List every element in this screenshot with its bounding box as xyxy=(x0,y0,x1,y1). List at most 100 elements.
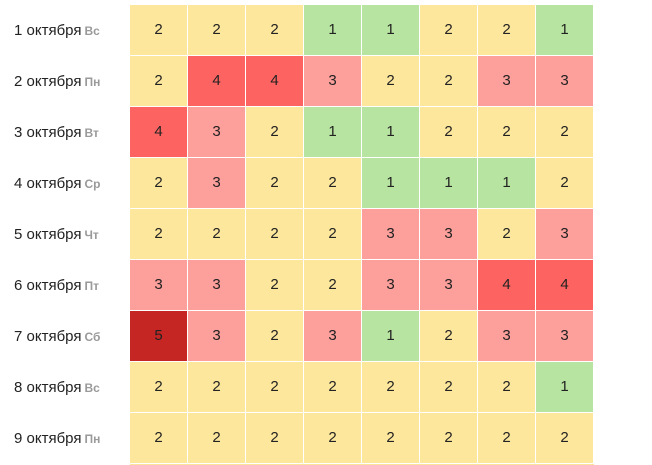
day-row: 5 октября Чт 2 2 2 2 3 3 2 3 xyxy=(0,209,652,260)
score-cell: 2 xyxy=(246,158,304,209)
score-cell: 4 xyxy=(246,56,304,107)
score-cell: 2 xyxy=(420,413,478,464)
score-cell: 2 xyxy=(304,158,362,209)
score-cell: 3 xyxy=(536,209,594,260)
score-cell: 1 xyxy=(536,5,594,56)
score-cell: 2 xyxy=(478,413,536,464)
score-cell: 2 xyxy=(536,413,594,464)
score-cell: 2 xyxy=(420,311,478,362)
score-cell: 2 xyxy=(478,107,536,158)
score-cell: 2 xyxy=(246,362,304,413)
day-row: 9 октября Пн 2 2 2 2 2 2 2 2 xyxy=(0,413,652,464)
score-cell: 1 xyxy=(362,158,420,209)
score-cell: 1 xyxy=(362,107,420,158)
date-label: 2 октября Пн xyxy=(14,56,100,107)
date-label: 1 октября Вс xyxy=(14,5,100,56)
score-cell: 2 xyxy=(188,209,246,260)
date-label: 4 октября Ср xyxy=(14,158,100,209)
date-label: 9 октября Пн xyxy=(14,413,100,464)
score-cell: 3 xyxy=(130,260,188,311)
score-cell: 1 xyxy=(304,5,362,56)
date-label: 8 октября Вс xyxy=(14,362,100,413)
score-cell: 2 xyxy=(246,260,304,311)
score-cell: 2 xyxy=(246,311,304,362)
score-cell: 2 xyxy=(536,107,594,158)
score-cell: 5 xyxy=(130,311,188,362)
weekday-abbrev: Вс xyxy=(84,24,100,38)
score-cell: 2 xyxy=(246,5,304,56)
traffic-score-grid: 1 октября Вс 2 2 2 1 1 2 2 1 2 октября Пн 2 4 4 3 2 2 3 3 3 … xyxy=(0,5,652,464)
score-cell: 3 xyxy=(304,56,362,107)
score-cell: 1 xyxy=(420,158,478,209)
score-cell: 3 xyxy=(536,311,594,362)
score-cell: 4 xyxy=(536,260,594,311)
date-label: 5 октября Чт xyxy=(14,209,99,260)
score-cell: 3 xyxy=(304,311,362,362)
day-row: 6 октября Пт 3 3 2 2 3 3 4 4 xyxy=(0,260,652,311)
score-cell: 3 xyxy=(478,311,536,362)
weekday-abbrev: Ср xyxy=(84,177,101,191)
score-cell: 2 xyxy=(362,413,420,464)
score-cell: 3 xyxy=(188,260,246,311)
score-cell: 2 xyxy=(420,107,478,158)
score-cell: 3 xyxy=(420,209,478,260)
weekday-abbrev: Вт xyxy=(84,126,99,140)
day-row: 8 октября Вс 2 2 2 2 2 2 2 1 xyxy=(0,362,652,413)
score-cell: 3 xyxy=(188,158,246,209)
score-cell: 2 xyxy=(362,56,420,107)
day-row: 2 октября Пн 2 4 4 3 2 2 3 3 xyxy=(0,56,652,107)
score-cell: 1 xyxy=(536,362,594,413)
date-text: 2 октября xyxy=(14,73,82,90)
score-cell: 1 xyxy=(362,5,420,56)
score-cell: 2 xyxy=(246,209,304,260)
score-cell: 3 xyxy=(362,260,420,311)
score-cell: 2 xyxy=(130,209,188,260)
score-cell: 2 xyxy=(304,260,362,311)
weekday-abbrev: Сб xyxy=(84,330,101,344)
score-cell: 2 xyxy=(478,209,536,260)
date-label: 3 октября Вт xyxy=(14,107,99,158)
date-text: 7 октября xyxy=(14,328,82,345)
score-cell: 2 xyxy=(304,209,362,260)
score-cell: 1 xyxy=(362,311,420,362)
score-cell: 2 xyxy=(420,362,478,413)
date-text: 6 октября xyxy=(14,277,82,294)
score-cell: 2 xyxy=(304,362,362,413)
day-row: 1 октября Вс 2 2 2 1 1 2 2 1 xyxy=(0,5,652,56)
score-cell: 3 xyxy=(478,56,536,107)
weekday-abbrev: Чт xyxy=(84,228,99,242)
date-text: 1 октября xyxy=(14,22,82,39)
score-cell: 3 xyxy=(536,56,594,107)
score-cell: 2 xyxy=(246,107,304,158)
score-cell: 2 xyxy=(130,413,188,464)
score-cell: 2 xyxy=(304,413,362,464)
score-cell: 1 xyxy=(478,158,536,209)
score-cell: 2 xyxy=(188,413,246,464)
weekday-abbrev: Вс xyxy=(84,381,100,395)
score-cell: 3 xyxy=(188,311,246,362)
score-cell: 1 xyxy=(304,107,362,158)
score-cell: 3 xyxy=(420,260,478,311)
score-cell: 3 xyxy=(362,209,420,260)
weekday-abbrev: Пн xyxy=(84,432,101,446)
day-row: 3 октября Вт 4 3 2 1 1 2 2 2 xyxy=(0,107,652,158)
date-text: 9 октября xyxy=(14,430,82,447)
score-cell: 2 xyxy=(246,413,304,464)
date-label: 7 октября Сб xyxy=(14,311,100,362)
date-label: 6 октября Пт xyxy=(14,260,99,311)
date-text: 5 октября xyxy=(14,226,82,243)
score-cell: 2 xyxy=(420,56,478,107)
score-cell: 2 xyxy=(362,362,420,413)
date-text: 8 октября xyxy=(14,379,82,396)
score-cell: 2 xyxy=(130,56,188,107)
weekday-abbrev: Пт xyxy=(84,279,99,293)
score-cell: 2 xyxy=(420,5,478,56)
score-cell: 2 xyxy=(130,158,188,209)
score-cell: 2 xyxy=(478,5,536,56)
score-cell: 2 xyxy=(536,158,594,209)
score-cell: 4 xyxy=(130,107,188,158)
day-row: 7 октября Сб 5 3 2 3 1 2 3 3 xyxy=(0,311,652,362)
score-cell: 2 xyxy=(130,362,188,413)
weekday-abbrev: Пн xyxy=(84,75,101,89)
day-row: 4 октября Ср 2 3 2 2 1 1 1 2 xyxy=(0,158,652,209)
